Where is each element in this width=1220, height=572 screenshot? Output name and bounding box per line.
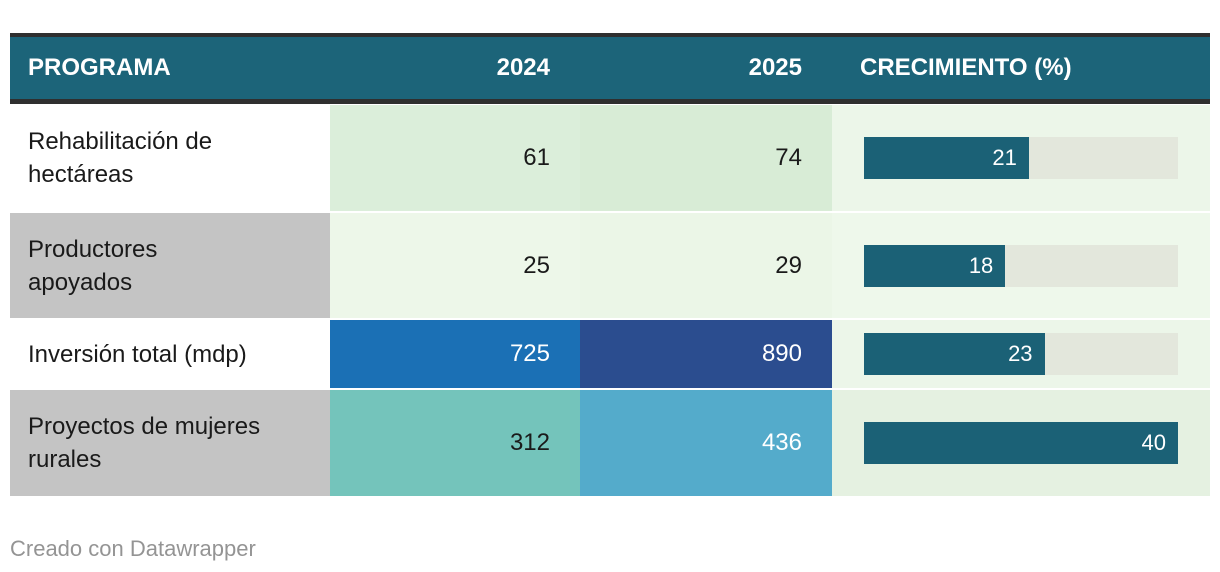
value-2025-cell: 29 <box>580 213 832 318</box>
growth-cell: 21 <box>832 105 1210 211</box>
growth-bar-track: 23 <box>864 333 1178 375</box>
growth-bar-track: 40 <box>864 422 1178 464</box>
table-body: Rehabilitación de hectáreas 61 74 21 Prod… <box>10 105 1210 496</box>
table-row: Proyectos de mujeres rurales 312 436 40 <box>10 390 1210 496</box>
program-label: Productores apoyados <box>28 235 158 296</box>
program-cell: Inversión total (mdp) <box>10 320 330 388</box>
table-header-row: PROGRAMA 2024 2025 CRECIMIENTO (%) <box>10 33 1210 104</box>
value-2024-cell: 25 <box>330 213 580 318</box>
growth-bar: 21 <box>864 137 1029 179</box>
value-2024-cell: 725 <box>330 320 580 388</box>
growth-bar-value: 21 <box>992 145 1017 170</box>
growth-bar: 18 <box>864 244 1006 287</box>
table-row: Rehabilitación de hectáreas 61 74 21 <box>10 105 1210 211</box>
value-2025-cell: 890 <box>580 320 832 388</box>
value-2024-cell: 312 <box>330 390 580 496</box>
growth-bar-track: 21 <box>864 137 1178 179</box>
growth-bar-value: 18 <box>968 252 994 278</box>
header-2025: 2025 <box>748 54 802 81</box>
value-2025-cell: 436 <box>580 390 832 496</box>
growth-cell: 18 <box>832 213 1210 318</box>
program-cell: Proyectos de mujeres rurales <box>10 390 330 496</box>
table-row: Productores apoyados 25 29 18 <box>10 213 1210 318</box>
data-table: PROGRAMA 2024 2025 CRECIMIENTO (%) Rehab… <box>10 33 1210 496</box>
value-2024-cell: 61 <box>330 105 580 211</box>
header-2024: 2024 <box>496 54 550 81</box>
header-crecimiento: CRECIMIENTO (%) <box>860 54 1072 81</box>
attribution-link[interactable]: Creado con Datawrapper <box>10 536 256 561</box>
growth-bar-track: 18 <box>864 244 1178 287</box>
program-cell: Productores apoyados <box>10 213 330 318</box>
growth-bar-value: 40 <box>1141 430 1166 455</box>
growth-cell: 40 <box>832 390 1210 496</box>
growth-bar: 40 <box>864 422 1178 464</box>
program-label: Rehabilitación de hectáreas <box>28 128 213 188</box>
program-label: Inversión total (mdp) <box>28 340 247 368</box>
growth-bar-value: 23 <box>1008 341 1033 366</box>
table-row: Inversión total (mdp) 725 890 23 <box>10 320 1210 388</box>
growth-cell: 23 <box>832 320 1210 388</box>
program-cell: Rehabilitación de hectáreas <box>10 105 330 211</box>
growth-bar: 23 <box>864 333 1045 375</box>
value-2025-cell: 74 <box>580 105 832 211</box>
program-label: Proyectos de mujeres rurales <box>28 413 261 473</box>
header-programa: PROGRAMA <box>28 54 171 81</box>
